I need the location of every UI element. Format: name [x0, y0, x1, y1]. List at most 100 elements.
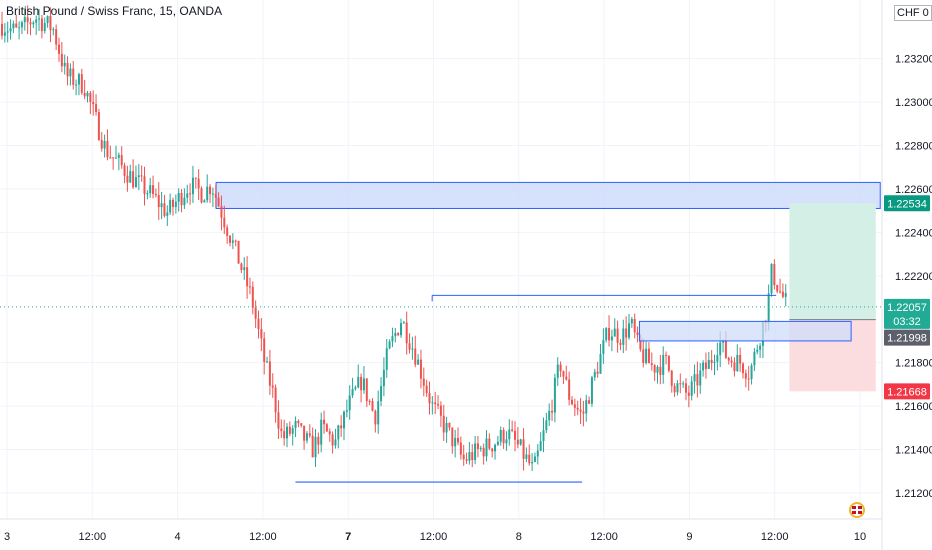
- candle-body: [163, 203, 166, 216]
- candle-body: [502, 430, 505, 444]
- candle-body: [519, 439, 522, 445]
- candle-body: [562, 371, 565, 377]
- candle-body: [496, 441, 499, 445]
- candle-body: [773, 263, 776, 286]
- candle-body: [428, 393, 431, 404]
- candle-body: [257, 318, 260, 330]
- candle-body: [374, 410, 377, 425]
- candle-body: [556, 364, 559, 378]
- candle-body: [55, 29, 58, 45]
- candle-body: [687, 392, 690, 396]
- candle-body: [716, 355, 719, 362]
- candle-body: [226, 227, 229, 236]
- candle-body: [742, 363, 744, 374]
- candle-body: [457, 438, 459, 443]
- candle-body: [459, 442, 462, 455]
- candle-body: [72, 68, 75, 85]
- candle-body: [274, 387, 277, 413]
- candle-body: [536, 450, 539, 457]
- candle-body: [154, 194, 157, 196]
- candle-body: [337, 425, 340, 440]
- candle-body: [474, 443, 477, 461]
- candle-body: [248, 286, 251, 288]
- candle-body: [750, 365, 753, 380]
- candle-body: [579, 409, 582, 412]
- candle-body: [146, 193, 149, 195]
- candle-body: [602, 340, 605, 354]
- candle-body: [60, 53, 63, 67]
- y-tick-label: 1.21400: [895, 445, 932, 457]
- y-axis-ticks: 1.23200 1.23000 1.22800 1.22600 1.22400 1.222…: [895, 54, 932, 500]
- candle-body: [642, 349, 645, 364]
- price-badges: 1.22534 1.22057 03:32 1.21998 1.21668: [884, 195, 930, 400]
- candle-body: [385, 348, 388, 370]
- candle-body: [719, 342, 722, 356]
- candle-body: [345, 410, 348, 412]
- candle-body: [143, 176, 146, 195]
- candle-body: [462, 454, 465, 460]
- candle-body: [696, 374, 699, 386]
- candle-body: [297, 420, 300, 424]
- candle-body: [476, 443, 479, 450]
- candle-body: [759, 345, 762, 350]
- candle-body: [533, 456, 536, 462]
- candle-body: [9, 28, 12, 32]
- candle-body: [608, 328, 611, 341]
- candle-body: [468, 452, 471, 461]
- candle-body: [29, 22, 32, 25]
- candle-body: [209, 186, 212, 195]
- x-tick-label: 12:00: [420, 531, 448, 543]
- candle-body: [166, 212, 169, 216]
- candle-body: [653, 365, 656, 373]
- y-tick-label: 1.21200: [895, 488, 932, 500]
- candle-body: [137, 175, 140, 178]
- candle-body: [220, 206, 223, 218]
- candle-body: [6, 31, 9, 33]
- candle-body: [311, 435, 314, 458]
- candle-body: [690, 381, 693, 396]
- currency-label: CHF: [897, 7, 920, 19]
- candle-body: [66, 62, 69, 77]
- candle-body: [157, 194, 160, 208]
- candle-body: [707, 359, 710, 369]
- candle-body: [69, 68, 72, 77]
- candle-body: [351, 389, 354, 396]
- candle-body: [747, 378, 750, 380]
- candle-body: [559, 364, 562, 372]
- currency-selector[interactable]: CHF 0: [894, 5, 932, 21]
- candle-body: [97, 112, 100, 140]
- x-tick-label: 8: [516, 531, 522, 543]
- candle-body: [539, 441, 542, 451]
- candle-body: [704, 362, 707, 369]
- candle-body: [180, 192, 183, 206]
- y-tick-label: 1.23000: [895, 97, 932, 109]
- candle-body: [659, 366, 662, 375]
- candle-body: [670, 370, 673, 386]
- candle-body: [394, 333, 397, 337]
- candle-body: [724, 340, 727, 358]
- candle-body: [129, 171, 132, 183]
- candle-body: [553, 377, 556, 413]
- candle-body: [117, 155, 120, 158]
- candle-body: [331, 434, 334, 446]
- candle-body: [237, 240, 240, 264]
- candle-body: [605, 328, 608, 341]
- candle-body: [203, 200, 206, 203]
- annotations-front: [0, 294, 882, 483]
- candle-body: [100, 139, 103, 149]
- candle-body: [200, 188, 203, 203]
- candle-body: [417, 359, 420, 365]
- candle-body: [616, 328, 619, 343]
- candle-body: [246, 267, 249, 287]
- candle-body: [46, 16, 49, 24]
- candle-body: [451, 427, 454, 447]
- candle-body: [622, 328, 625, 345]
- candle-body: [334, 439, 337, 446]
- candle-body: [140, 175, 143, 177]
- candle-body: [277, 412, 280, 429]
- candle-body: [197, 178, 200, 189]
- candle-body: [77, 74, 80, 85]
- flag-icon[interactable]: [849, 502, 865, 518]
- candle-body: [380, 386, 383, 402]
